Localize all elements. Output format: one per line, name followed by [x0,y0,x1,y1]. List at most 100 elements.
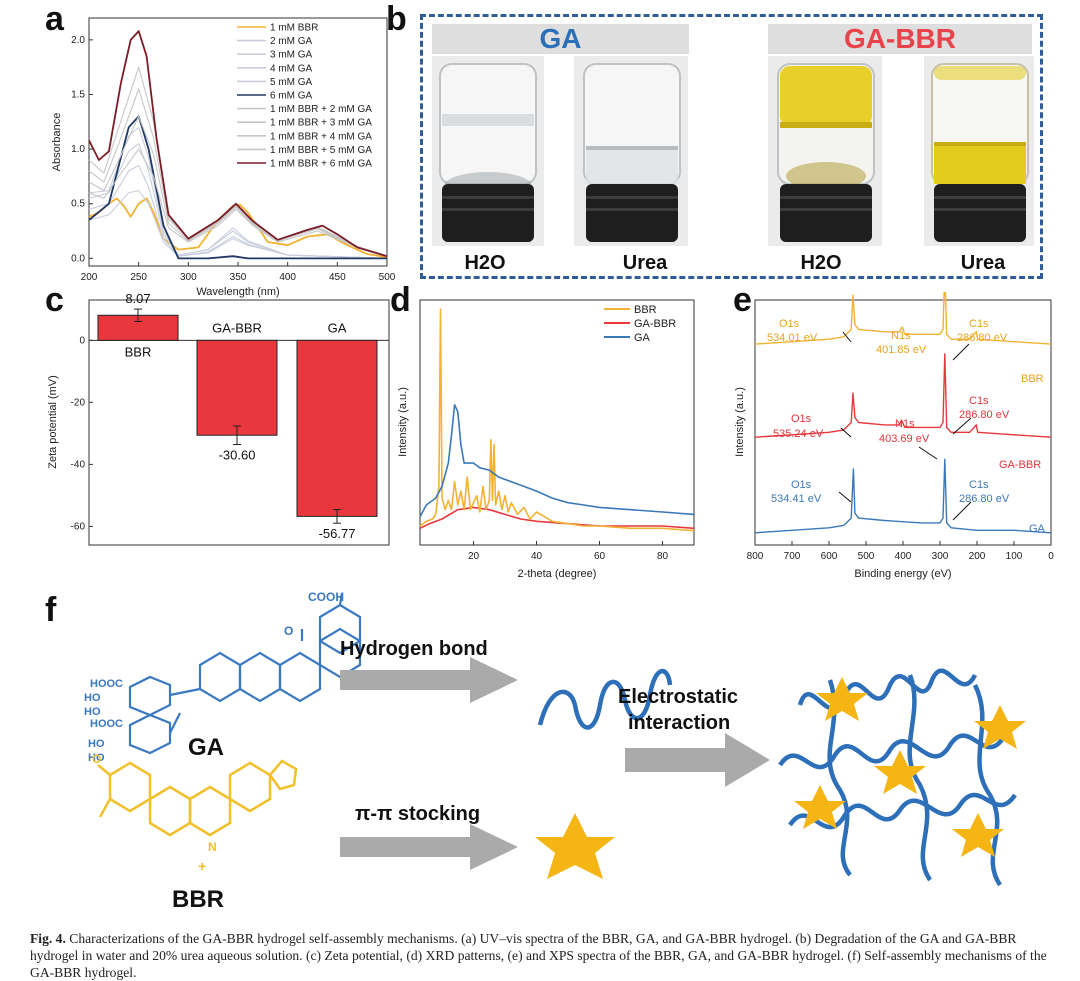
chart-a-xtick-label: 350 [230,272,247,283]
chart-a-series-line [88,164,388,259]
chart-a-legend-label: 1 mM BBR + 2 mM GA [270,104,372,115]
chart-e-series-line [754,458,1052,534]
chart-a-series-line [88,115,387,260]
chart-a-ylabel: Absorbance [51,113,63,172]
chart-a-legend-label: 1 mM BBR + 5 mM GA [270,145,372,156]
chart-e-series-line [754,292,1052,345]
e-gabbr-o1s: O1s [791,413,812,425]
chart-a-legend-label: 4 mM GA [270,63,313,74]
chart-a-xtick-label: 450 [329,272,346,283]
chart-c-ytick-label: -40 [71,459,86,470]
ga-o-label: O [284,624,293,638]
chart-a-legend-label: 1 mM BBR [270,23,318,34]
chart-e-xtick-label: 600 [821,551,838,562]
chart-a-xtick-label: 250 [130,272,147,283]
chart-a-legend-label: 2 mM GA [270,36,313,47]
chart-c-value-label: -56.77 [319,526,356,541]
figure-caption: Fig. 4. Characterizations of the GA-BBR … [30,930,1060,981]
chart-c-frame [88,299,390,546]
chart-c-value-label: 8.07 [125,292,150,306]
chart-c-category-label: GA [328,320,347,335]
chart-c-bar [296,339,378,517]
ga-ho-label-1: HO [84,692,101,704]
chart-d-frame [419,299,695,546]
ga-ho-label-4: HO [88,752,105,764]
chart-c-ytick-label: -60 [71,521,86,532]
panel-label-c: c [45,281,64,319]
caption-head: Fig. 4. [30,931,66,946]
chart-a-legend-label: 1 mM BBR + 6 mM GA [270,159,372,170]
e-bbr-c1s: C1s [969,318,989,330]
ga-name-label: GA [188,734,224,761]
pipi-label: π-π stocking [355,803,480,825]
e-bbr-n1s: N1s [891,330,911,342]
chart-a-xtick-label: 500 [379,272,396,283]
chart-d-series-line [419,506,695,530]
chart-e-xps: 800 700 600 500 400 300 200 100 0 Binding energy… [734,292,1054,580]
chart-d-legend-label: BBR [634,304,657,316]
chart-c-value-label: -30.60 [219,448,256,463]
pipi-arrow [340,824,518,870]
chart-d-xrd: 20 40 60 80 2-theta (degree) Intensity (a.u… [397,299,695,580]
chart-e-xtick-label: 300 [932,551,949,562]
chart-d-xtick-label: 20 [468,551,480,562]
e-gabbr-c1s: C1s [969,395,989,407]
caption-text: Characterizations of the GA-BBR hydrogel… [30,931,1047,980]
panel-b-ga-header: GA [432,24,689,54]
panel-label-a: a [45,0,64,38]
chart-c-ytick-label: 0 [79,335,85,346]
chart-d-legend-label: GA [634,332,651,344]
vial-gabbr-water [777,63,875,242]
chart-e-ylabel: Intensity (a.u.) [734,387,746,457]
chart-a-legend-label: 3 mM GA [270,50,313,61]
electro-arrow [625,733,770,787]
bbr-name-label: BBR [172,886,224,913]
e-gabbr-o1s-ev: 535.24 eV [773,428,824,440]
chart-e-xtick-label: 200 [969,551,986,562]
chart-c-ytick-label: -20 [71,397,86,408]
e-bbr-series-label: BBR [1021,373,1044,385]
e-bbr-o1s: O1s [779,318,800,330]
chart-a-legend-label: 6 mM GA [270,91,313,102]
e-gabbr-n1s: N1s [895,418,915,430]
e-gabbr-series-label: GA-BBR [999,459,1041,471]
bbr-charge-label: + [198,858,206,874]
chart-d-series-line [419,308,695,532]
chart-a-series-line [88,115,388,257]
vial-ga-water [439,63,537,242]
vial-gabbr-urea [931,63,1029,242]
e-ga-o1s-ev: 534.41 eV [771,493,822,505]
electro-label-2: interaction [628,712,730,734]
vial-label-4: Urea [960,252,1006,274]
chart-d-legend-label: GA-BBR [634,318,676,330]
chart-a-xlabel: Wavelength (nm) [196,286,279,298]
e-annotation-arrows [838,331,972,521]
panel-label-d: d [390,281,411,319]
chart-e-xtick-label: 0 [1048,551,1054,562]
chart-a-legend-label: 5 mM GA [270,77,313,88]
chart-a-uvvis: 200 250 300 350 400 450 500 0.0 0.5 1.0 1.5 2.0 Wa… [51,17,396,298]
ga-hooc-label-1: HOOC [90,678,123,690]
chart-d-series-line [419,404,695,518]
panel-b-vials [432,56,1034,246]
chart-a-series-line [88,190,388,259]
chart-a-ytick-label: 0.5 [71,199,85,210]
chart-c-bar [196,339,278,436]
ga-hooc-label-2: HOOC [90,718,123,730]
e-ga-series-label: GA [1029,523,1046,535]
chart-a-legend-label: 1 mM BBR + 3 mM GA [270,118,372,129]
chart-e-xtick-label: 400 [895,551,912,562]
gabbr-header-text: GA-BBR [844,23,956,54]
chart-e-xtick-label: 800 [747,551,764,562]
bbr-o-label: O [92,752,101,766]
chart-a-ytick-label: 2.0 [71,35,85,46]
chart-a-series-line [88,197,388,259]
chart-a-series-line [88,143,388,259]
panel-label-b: b [386,0,407,38]
chart-e-xlabel: Binding energy (eV) [854,568,951,580]
network-stars [794,677,1026,857]
panel-label-f: f [45,591,57,629]
chart-a-xtick-label: 400 [279,272,296,283]
chart-c-ylabel: Zeta potential (mV) [47,375,59,469]
ga-molecule [128,592,362,755]
